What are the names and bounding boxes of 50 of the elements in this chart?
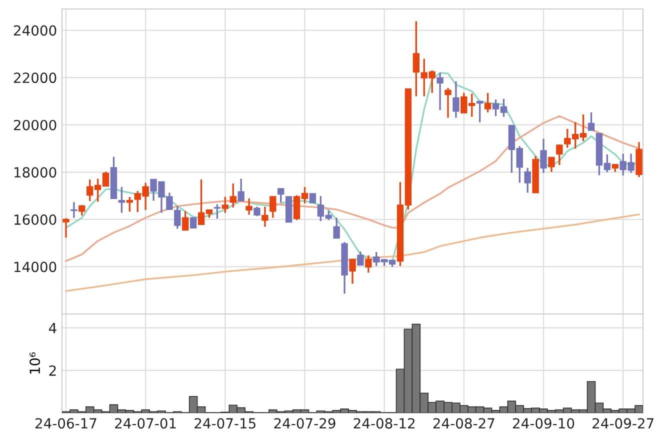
y-tick-label: 14000 xyxy=(14,262,56,272)
y-tick-label: 16000 xyxy=(14,214,56,225)
x-tick-label: 24-07-29 xyxy=(274,418,336,429)
candlestick xyxy=(118,186,126,214)
candlestick xyxy=(540,138,547,174)
candlestick xyxy=(190,217,197,228)
candlestick xyxy=(70,201,78,219)
candlestick xyxy=(246,198,252,216)
candlestick xyxy=(222,196,228,214)
candlestick xyxy=(182,210,189,231)
candlestick xyxy=(412,20,420,98)
candlestick xyxy=(78,204,86,216)
candlestick xyxy=(174,205,181,230)
candlestick xyxy=(476,100,484,124)
candlestick xyxy=(444,87,452,119)
candlestick xyxy=(588,111,595,132)
candlestick xyxy=(436,72,444,112)
candlestick xyxy=(254,206,260,217)
x-tick-label: 24-08-27 xyxy=(433,418,494,429)
candlestick xyxy=(126,196,133,212)
candlestick xyxy=(214,203,221,220)
candlestick xyxy=(349,258,356,285)
candlestick xyxy=(238,178,244,202)
candlestick xyxy=(556,144,563,166)
y-tick-label: 18000 xyxy=(14,167,56,178)
x-tick-label: 24-07-15 xyxy=(194,418,256,429)
y-tick-label: 20000 xyxy=(14,120,56,130)
x-tick-label: 24-09-27 xyxy=(592,418,654,429)
y-tick-label: 22000 xyxy=(14,72,56,84)
candlestick xyxy=(333,216,340,239)
candlestick xyxy=(278,188,284,204)
candlestick xyxy=(484,92,492,114)
x-tick-label: 24-08-12 xyxy=(354,418,414,429)
x-tick-label: 24-09-10 xyxy=(513,418,574,429)
candlestick xyxy=(270,196,276,219)
candlestick xyxy=(357,250,364,266)
candlestick xyxy=(548,156,555,173)
x-tick-label: 24-07-01 xyxy=(115,418,176,429)
candlestick xyxy=(62,217,70,238)
candlestick xyxy=(365,254,372,274)
y-tick-label: 2 xyxy=(49,365,56,376)
candlestick xyxy=(524,167,531,194)
x-tick-label: 24-06-17 xyxy=(35,418,96,429)
y-tick-label: 4 xyxy=(48,322,56,334)
y-axis-title: 10⁶ xyxy=(30,352,40,374)
candlestick xyxy=(452,80,460,119)
candlestick xyxy=(230,182,236,208)
y-tick-label: 24000 xyxy=(14,25,56,36)
line-series xyxy=(65,214,640,292)
candlestick xyxy=(262,206,268,228)
